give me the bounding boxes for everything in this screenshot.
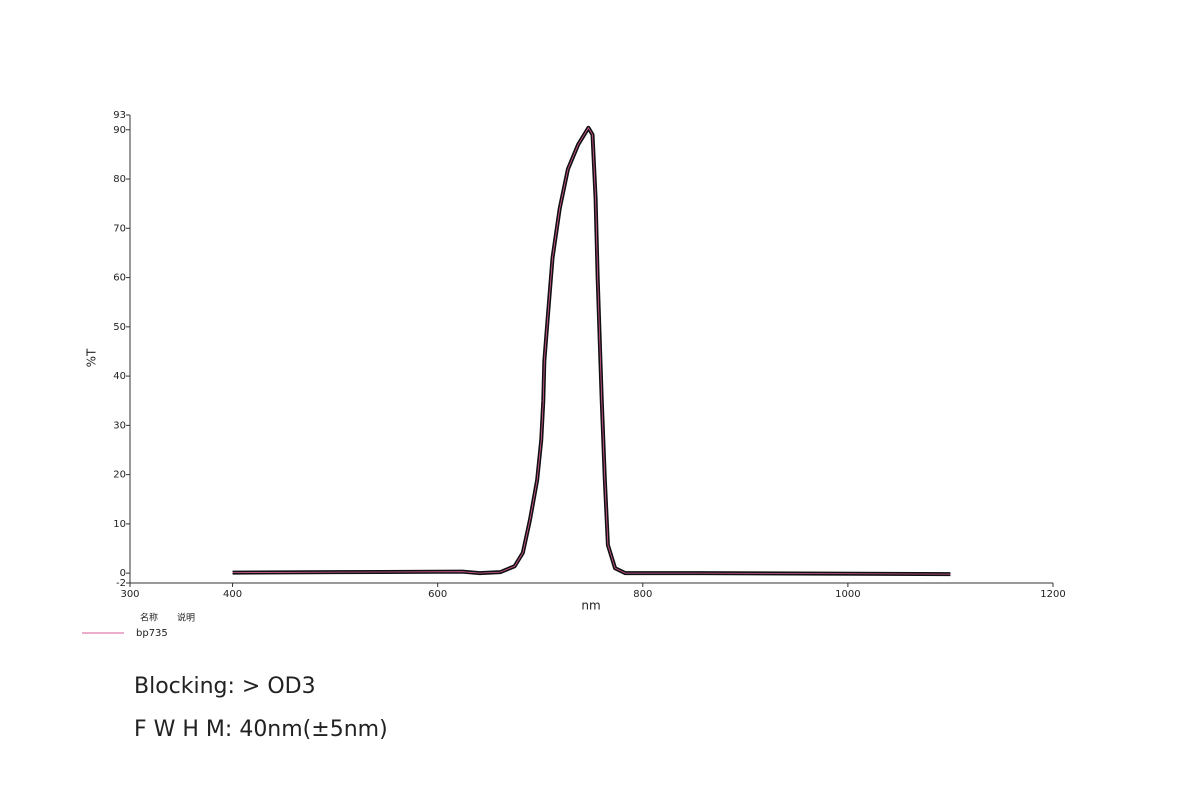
y-tick-label: 50 [113,322,126,333]
x-tick-label: 800 [633,589,652,600]
note: Blocking: > OD3 [134,674,316,699]
y-tick-label: 70 [113,223,126,234]
x-axis-label: nm [581,599,600,613]
series-line [232,127,951,575]
y-tick-label: 20 [113,470,126,481]
x-tick-label: 400 [223,589,242,600]
legend-header: 说明 [177,612,195,624]
y-tick-label: 30 [113,420,126,431]
y-axis-label: %T [85,348,99,367]
series-line-outline [232,125,951,577]
note: F W H M: 40nm(±5nm) [134,717,388,742]
legend-header: 名称 [140,612,158,624]
y-tick-label: 93 [113,110,126,121]
x-tick-label: 1200 [1040,589,1065,600]
y-tick-label: 80 [113,174,126,185]
y-tick-label: 90 [113,125,126,136]
x-tick-label: 600 [428,589,447,600]
x-tick-label: 300 [120,589,139,600]
y-tick-label: 10 [113,519,126,530]
y-tick-label: -2 [116,578,126,589]
legend-label: bp735 [136,628,168,639]
y-tick-label: 40 [113,371,126,382]
x-tick-label: 1000 [835,589,860,600]
y-tick-label: 60 [113,273,126,284]
y-tick-label: 0 [120,568,126,579]
